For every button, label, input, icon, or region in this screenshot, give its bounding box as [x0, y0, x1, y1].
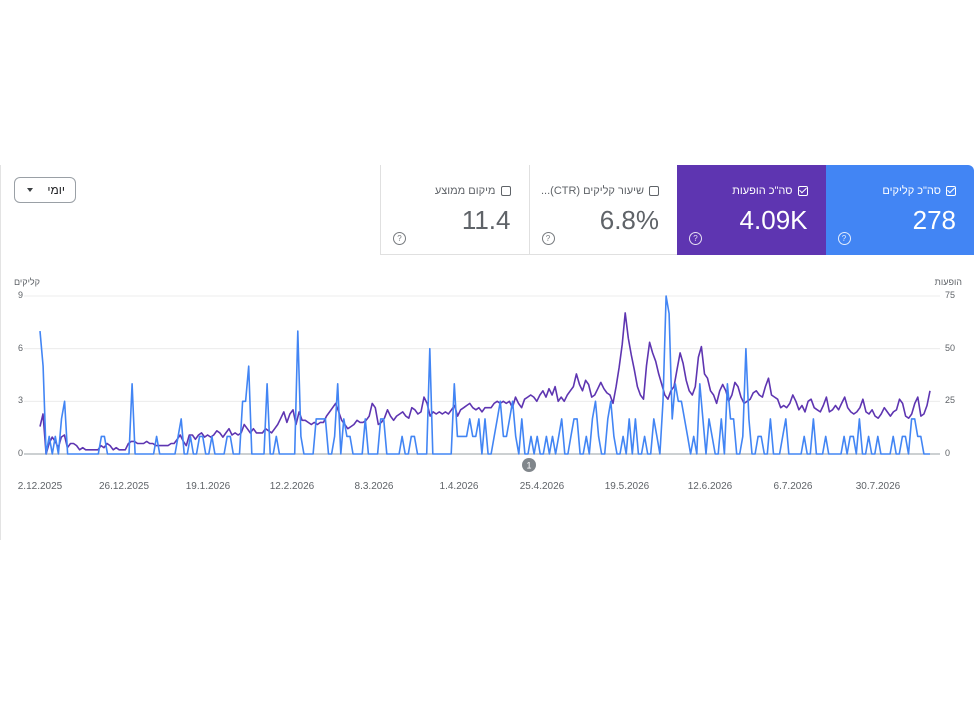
granularity-dropdown[interactable]: יומי: [14, 177, 76, 203]
help-icon[interactable]: ?: [837, 232, 851, 245]
help-icon[interactable]: ?: [393, 232, 406, 245]
metric-clicks-value: 278: [912, 205, 956, 235]
series-line-clicks: [39, 295, 930, 455]
x-tick-label: 1.4.2026: [440, 481, 479, 492]
x-tick-label: 26.12.2025: [99, 481, 149, 492]
metric-card-impressions[interactable]: סה"כ הופעות 4.09K ?: [677, 165, 826, 255]
x-tick-label: 19.5.2026: [605, 481, 650, 492]
checkbox-unchecked-icon[interactable]: [649, 186, 659, 196]
x-tick-label: 2.12.2025: [18, 481, 63, 492]
y-left-tick: 3: [18, 395, 24, 406]
y-right-tick: 0: [945, 448, 951, 458]
metric-card-ctr[interactable]: ...(CTR) שיעור קליקים 6.8% ?: [528, 165, 677, 255]
metric-impressions-value: 4.09K: [739, 205, 808, 235]
right-axis-title: הופעות: [934, 277, 962, 287]
metric-card-clicks[interactable]: סה"כ קליקים 278 ?: [825, 165, 974, 255]
x-tick-label: 12.2.2026: [270, 481, 315, 492]
x-tick-label: 8.3.2026: [355, 481, 394, 492]
metric-label-clicks: סה"כ קליקים: [882, 185, 956, 197]
x-tick-label: 25.4.2026: [520, 481, 565, 492]
left-axis-title: קליקים: [14, 277, 40, 287]
checkbox-unchecked-icon[interactable]: [500, 186, 511, 196]
y-right-tick: 75: [945, 290, 956, 300]
y-left-tick: 9: [18, 290, 24, 300]
checkbox-checked-icon[interactable]: [946, 186, 956, 196]
x-tick-label: 19.1.2026: [186, 481, 231, 492]
y-right-tick: 50: [945, 342, 956, 353]
y-left-tick: 6: [18, 342, 24, 353]
checkbox-checked-icon[interactable]: [797, 186, 808, 196]
x-tick-label: 12.6.2026: [688, 481, 733, 492]
metric-ctr-value: 6.8%: [599, 205, 659, 235]
caret-down-icon: [27, 188, 33, 192]
annotation-label: 1: [526, 461, 531, 471]
annotation-marker[interactable]: [522, 458, 536, 472]
metric-label-position: מיקום ממוצע: [435, 185, 511, 197]
y-left-tick: 0: [18, 448, 24, 458]
metric-impressions-label: סה"כ הופעות: [732, 185, 793, 197]
metric-position-label: מיקום ממוצע: [434, 185, 496, 197]
help-icon[interactable]: ?: [689, 232, 702, 245]
series-line-impressions: [39, 312, 931, 455]
x-tick-label: 6.7.2026: [774, 481, 813, 492]
granularity-label: יומי: [47, 183, 65, 197]
metric-position-value: 11.4: [461, 205, 511, 235]
x-tick-label: 30.7.2026: [856, 481, 901, 492]
y-right-tick: 25: [945, 395, 956, 406]
metric-label-ctr: ...(CTR) שיעור קליקים: [541, 185, 659, 197]
metric-ctr-label: ...(CTR) שיעור קליקים: [540, 185, 644, 197]
metric-cards: סה"כ קליקים 278 ? סה"כ הופעות 4.09K ? ..…: [380, 165, 974, 255]
metric-clicks-label: סה"כ קליקים: [882, 185, 941, 197]
metric-label-impressions: סה"כ הופעות: [732, 185, 808, 197]
metric-card-position[interactable]: מיקום ממוצע 11.4 ?: [380, 165, 529, 255]
help-icon[interactable]: ?: [541, 232, 555, 245]
